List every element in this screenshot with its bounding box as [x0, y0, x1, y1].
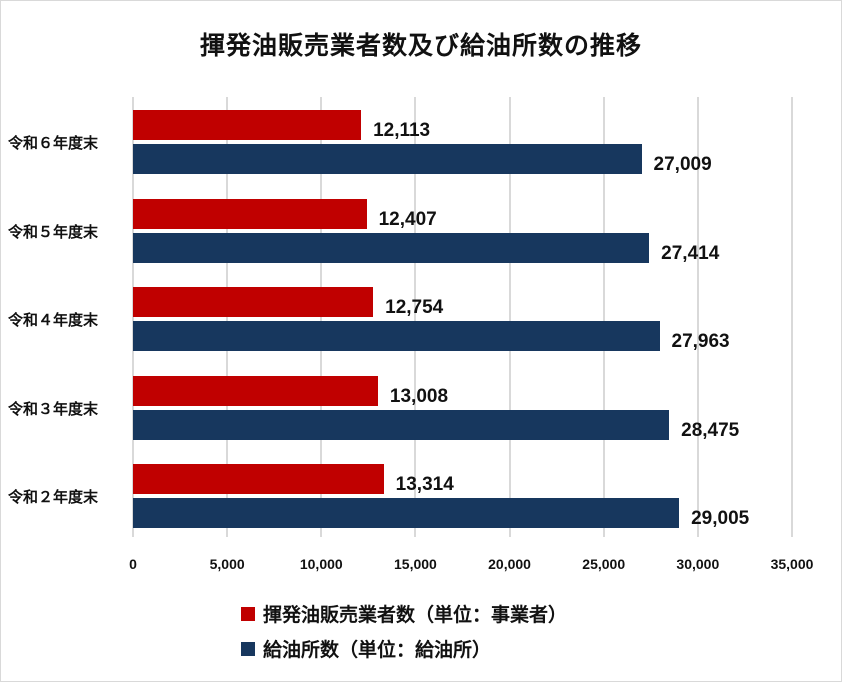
gridline [791, 97, 793, 537]
data-label: 13,314 [395, 474, 454, 495]
gridline [508, 97, 511, 537]
bar-dealers [133, 198, 367, 229]
bar-dealers [133, 110, 362, 140]
x-tick-label: 25,000 [582, 556, 626, 572]
category-label: 令和６年度末 [8, 134, 99, 152]
x-tick-label: 35,000 [770, 556, 814, 572]
gridline [602, 97, 605, 537]
bar-stations [133, 232, 650, 263]
data-label: 27,009 [653, 154, 712, 175]
bar-stations [133, 498, 680, 528]
bar-dealers [133, 375, 378, 406]
x-tick-label: 10,000 [299, 556, 343, 572]
x-tick-label: 20,000 [488, 556, 531, 572]
category-label: 令和４年度末 [8, 311, 99, 329]
legend-swatch-blue [241, 641, 255, 656]
data-label: 29,005 [691, 508, 750, 529]
category-label: 令和３年度末 [8, 399, 99, 418]
bar-stations [133, 409, 670, 440]
gridline [414, 97, 417, 537]
chart-title: 揮発油販売業者数及び給油所数の推移 [199, 31, 642, 60]
bar-stations [133, 144, 642, 174]
gridline [226, 97, 229, 537]
data-label: 27,414 [661, 242, 720, 264]
data-label: 13,008 [389, 385, 449, 407]
data-label: 27,963 [671, 331, 730, 352]
data-label: 12,407 [378, 208, 437, 230]
category-label: 令和２年度末 [8, 488, 99, 506]
gridline [320, 97, 323, 537]
legend-item-stations: 給油所数（単位：給油所） [241, 635, 491, 662]
x-tick-label: 0 [129, 556, 137, 572]
data-label: 28,475 [681, 419, 740, 441]
gridline [132, 97, 134, 537]
legend-item-dealers: 揮発油販売業者数（単位：事業者） [241, 600, 567, 627]
legend-label-stations: 給油所数（単位：給油所） [263, 639, 492, 661]
x-tick-label: 5,000 [209, 556, 245, 572]
bar-stations [133, 321, 660, 351]
data-label: 12,113 [373, 120, 431, 141]
gridline [696, 97, 699, 537]
bar-dealers [133, 287, 374, 317]
x-tick-label: 30,000 [676, 556, 720, 572]
legend-label-dealers: 揮発油販売業者数（単位：事業者） [263, 604, 568, 626]
bar-dealers [133, 464, 384, 494]
category-label: 令和５年度末 [8, 222, 99, 241]
x-tick-label: 15,000 [394, 556, 437, 572]
data-label: 12,754 [385, 297, 444, 318]
legend-swatch-red [241, 606, 255, 621]
